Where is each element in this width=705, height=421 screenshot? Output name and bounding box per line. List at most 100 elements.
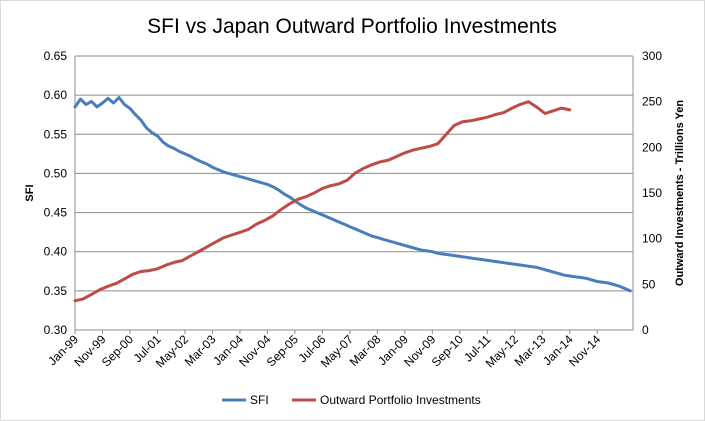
data-point <box>118 96 120 99</box>
data-point <box>305 195 307 198</box>
data-point <box>305 207 307 209</box>
data-point <box>277 189 280 191</box>
data-point <box>173 261 175 264</box>
data-point <box>98 289 101 291</box>
data-point <box>503 261 505 264</box>
data-point <box>316 211 318 214</box>
data-point <box>228 172 230 175</box>
data-point <box>151 131 153 134</box>
data-point <box>181 259 183 262</box>
data-point <box>360 230 362 233</box>
data-point <box>189 155 192 157</box>
data-point <box>327 216 329 219</box>
data-point <box>162 141 164 143</box>
data-point <box>371 163 373 166</box>
data-point <box>349 225 351 228</box>
data-point <box>79 98 82 100</box>
x-tick-label: Sep-00 <box>99 332 136 369</box>
data-point <box>409 246 412 248</box>
data-point <box>365 232 368 235</box>
data-point <box>387 240 390 242</box>
data-point <box>580 276 582 279</box>
data-point <box>107 97 109 100</box>
data-point <box>547 269 549 272</box>
data-point <box>261 182 263 184</box>
data-point <box>244 177 247 179</box>
y2-axis-ticks: 0 50 100 150 200 250 300 <box>642 49 662 337</box>
y2-tick-label: 100 <box>642 232 662 246</box>
y-tick-label: 0.55 <box>44 127 68 141</box>
data-point <box>129 107 131 110</box>
y-tick-label: 0.65 <box>44 49 68 63</box>
data-point <box>214 241 216 244</box>
data-point <box>558 272 560 275</box>
data-point <box>486 259 489 262</box>
data-point <box>442 253 445 255</box>
data-point <box>255 223 258 225</box>
data-point <box>296 198 299 201</box>
data-point <box>134 113 137 116</box>
data-point <box>272 215 274 217</box>
data-point <box>404 152 406 154</box>
data-point <box>123 278 126 280</box>
data-point <box>508 262 511 265</box>
data-point <box>250 178 252 181</box>
y2-tick-label: 50 <box>642 277 656 291</box>
data-point <box>222 171 225 173</box>
data-point <box>173 147 175 150</box>
data-point <box>263 219 266 222</box>
data-point <box>338 183 340 185</box>
data-point <box>426 250 428 252</box>
data-point <box>437 252 439 255</box>
data-point <box>338 221 340 223</box>
data-point <box>461 121 464 123</box>
data-point <box>197 250 200 253</box>
y2-tick-label: 0 <box>642 323 649 337</box>
y2-tick-label: 150 <box>642 186 662 200</box>
data-point <box>552 110 555 112</box>
data-point <box>602 281 604 284</box>
data-point <box>596 280 599 283</box>
data-point <box>233 174 236 176</box>
data-point <box>107 285 109 288</box>
data-point <box>478 118 480 120</box>
data-point <box>629 290 632 292</box>
data-point <box>217 168 219 171</box>
data-point <box>481 258 483 261</box>
x-tick-label: Sep-10 <box>429 332 466 369</box>
data-point <box>239 231 241 234</box>
data-point <box>379 161 381 163</box>
data-point <box>156 268 159 270</box>
data-point <box>85 103 87 106</box>
data-point <box>167 145 170 147</box>
data-point <box>156 135 159 137</box>
data-point <box>560 107 563 109</box>
data-point <box>90 100 93 103</box>
data-point <box>420 147 423 149</box>
data-point <box>445 133 447 136</box>
x-tick-label: Nov-14 <box>566 332 603 369</box>
data-point <box>527 100 530 103</box>
data-point <box>541 268 544 270</box>
data-point <box>343 223 346 226</box>
x-tick-label: Mar-03 <box>182 332 219 369</box>
data-point <box>123 103 126 106</box>
data-point <box>211 166 214 168</box>
data-point <box>552 271 555 273</box>
data-point <box>115 282 117 285</box>
data-point <box>280 208 283 211</box>
data-point <box>574 276 577 278</box>
data-point <box>189 255 192 257</box>
x-tick-label: Sep-05 <box>264 332 301 369</box>
data-point <box>140 270 142 273</box>
data-point <box>591 279 593 281</box>
data-point <box>492 260 494 262</box>
data-point <box>164 264 167 267</box>
data-point <box>519 103 522 106</box>
data-point <box>544 112 546 115</box>
data-point <box>354 172 357 174</box>
data-point <box>332 218 335 221</box>
data-point <box>288 196 291 198</box>
x-tick-label: Mar-13 <box>512 332 549 369</box>
